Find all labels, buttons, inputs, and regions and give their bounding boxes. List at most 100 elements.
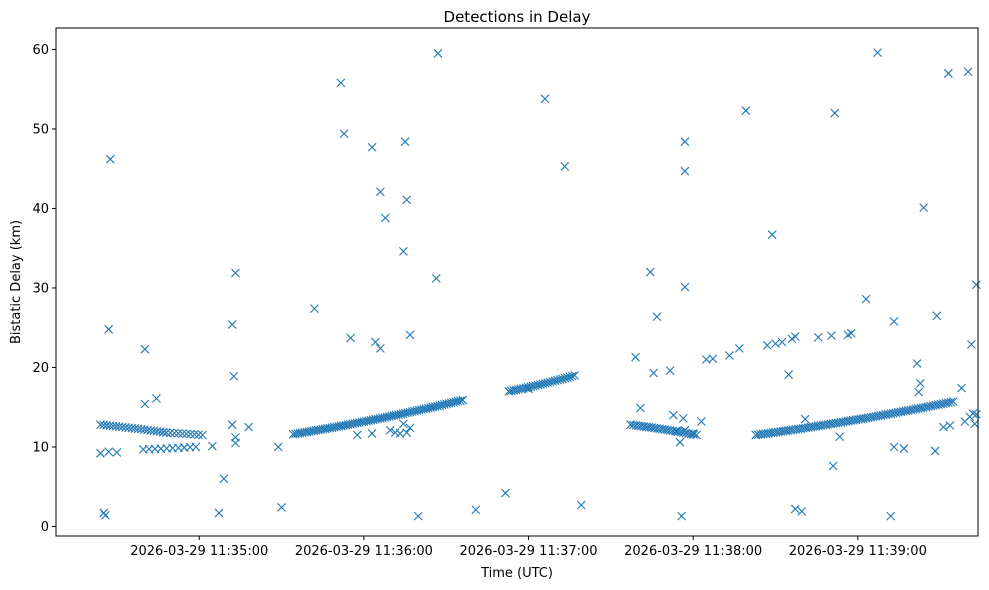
detection-marker — [777, 337, 787, 347]
axes: 2026-03-29 11:35:00 2026-03-29 11:36:00 20… — [32, 43, 926, 559]
detection-marker — [178, 429, 187, 438]
detection-marker — [697, 417, 706, 426]
x-axis-label: Time (UTC) — [480, 566, 553, 581]
detection-marker — [548, 377, 558, 386]
detection-marker — [912, 359, 922, 368]
detection-marker — [889, 442, 899, 452]
detection-marker — [191, 442, 201, 452]
detection-marker — [550, 376, 560, 386]
detection-marker — [545, 377, 555, 387]
detection-marker — [101, 510, 110, 520]
detection-marker — [524, 384, 533, 394]
y-tick-label: 20 — [32, 361, 49, 376]
y-axis-label: Bistatic Delay (km) — [9, 220, 24, 344]
detection-marker — [96, 448, 105, 458]
detection-marker — [277, 502, 286, 512]
detection-marker — [198, 430, 207, 440]
detection-marker — [173, 428, 183, 438]
x-tick-label: 2026-03-29 11:35:00 — [130, 544, 268, 559]
detection-marker — [680, 137, 690, 147]
detection-marker — [971, 409, 981, 419]
detection-marker — [946, 397, 956, 407]
detection-marker — [827, 331, 836, 341]
detection-marker — [680, 282, 690, 292]
detection-marker — [686, 429, 696, 439]
detection-marker — [400, 137, 410, 147]
detection-marker — [158, 427, 168, 437]
detection-marker — [919, 203, 929, 213]
detection-marker — [405, 330, 415, 340]
detection-marker — [970, 419, 980, 429]
detection-marker — [553, 375, 562, 385]
detection-marker — [352, 430, 362, 440]
detection-marker — [402, 195, 412, 205]
detection-marker — [570, 371, 580, 380]
y-tick-label: 40 — [32, 202, 49, 217]
detection-marker — [380, 213, 390, 223]
detection-marker — [725, 351, 734, 360]
y-tick-label: 0 — [41, 520, 49, 535]
detection-marker — [889, 316, 899, 326]
detection-marker — [665, 366, 675, 376]
detection-marker — [194, 430, 203, 440]
detection-marker — [310, 304, 319, 314]
plot-area — [56, 28, 978, 536]
detection-marker — [567, 371, 577, 381]
detection-marker — [636, 403, 645, 413]
detection-marker — [112, 448, 122, 457]
y-tick-label: 60 — [32, 43, 49, 58]
detection-marker — [208, 441, 217, 451]
detection-marker — [161, 428, 171, 438]
detection-marker — [663, 425, 672, 435]
detection-marker — [963, 67, 973, 77]
detection-marker — [677, 511, 687, 521]
detection-marker — [741, 106, 751, 116]
detection-marker — [140, 344, 150, 354]
detection-marker — [405, 423, 415, 433]
detection-marker — [190, 430, 199, 439]
detection-marker — [645, 267, 655, 277]
detection-marker — [967, 340, 976, 349]
detection-marker — [186, 429, 195, 439]
x-tick-label: 2026-03-29 11:39:00 — [789, 544, 927, 559]
detection-marker — [971, 280, 981, 290]
detection-marker — [169, 428, 179, 438]
y-tick-label: 30 — [32, 281, 49, 296]
detection-marker — [543, 378, 553, 388]
detection-marker — [680, 425, 690, 435]
detection-marker — [219, 474, 229, 484]
detection-marker — [767, 230, 777, 240]
detection-marker — [734, 343, 744, 353]
detection-marker — [652, 312, 662, 321]
detection-marker — [565, 372, 575, 382]
detection-marker — [540, 94, 550, 104]
detection-marker — [501, 488, 510, 498]
detection-marker — [957, 383, 966, 393]
detection-marker — [346, 333, 356, 343]
detection-marker — [835, 432, 845, 442]
detection-marker — [762, 340, 772, 350]
y-tick-label: 10 — [32, 440, 49, 455]
detection-marker — [244, 422, 254, 432]
detection-marker — [939, 422, 948, 432]
detection-marker — [214, 508, 224, 518]
detection-marker — [140, 399, 150, 409]
detection-marker — [455, 396, 465, 405]
data-markers — [96, 48, 981, 521]
detection-marker — [945, 421, 955, 430]
detection-marker — [229, 371, 239, 381]
detection-marker — [375, 343, 385, 353]
detection-marker — [672, 426, 682, 436]
detection-marker — [471, 505, 481, 515]
detection-marker — [105, 154, 115, 164]
detection-marker — [670, 426, 680, 436]
detection-marker — [560, 373, 570, 383]
detection-marker — [861, 294, 871, 304]
detection-marker — [797, 506, 807, 516]
detection-marker — [784, 370, 794, 380]
detection-marker — [830, 108, 840, 118]
detection-marker — [932, 311, 942, 321]
detection-marker — [104, 324, 114, 334]
detection-marker — [708, 354, 718, 364]
detection-marker — [813, 332, 823, 342]
